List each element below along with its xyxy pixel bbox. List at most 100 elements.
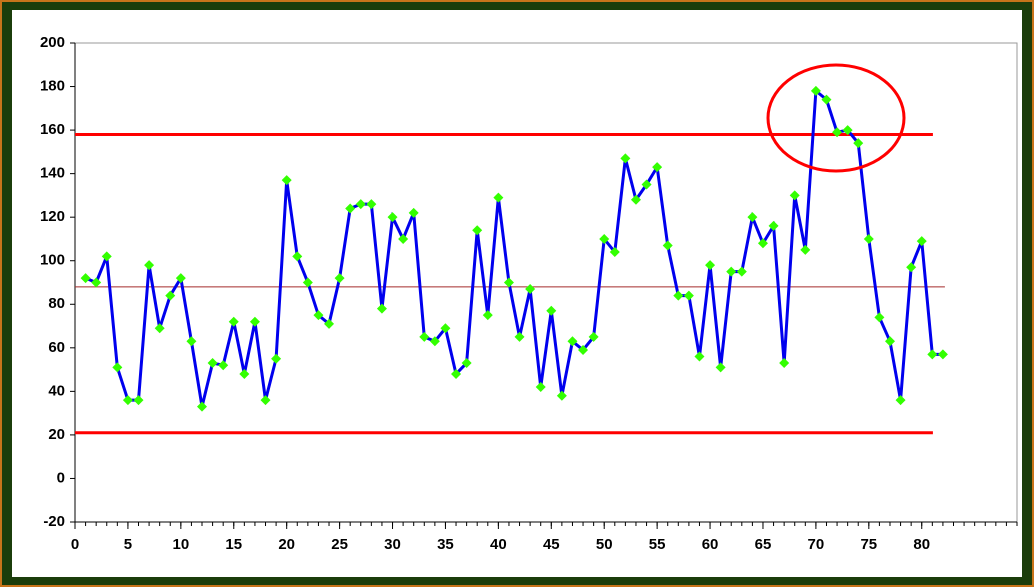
marker xyxy=(408,207,419,218)
marker xyxy=(578,344,589,355)
marker xyxy=(726,266,737,277)
y-tick-label: 0 xyxy=(57,469,65,486)
x-tick-label: 45 xyxy=(543,536,560,553)
marker xyxy=(503,277,514,288)
marker xyxy=(345,203,356,214)
marker xyxy=(313,310,324,321)
marker xyxy=(239,368,250,379)
x-tick-label: 60 xyxy=(702,536,719,553)
marker xyxy=(218,360,229,371)
y-tick-label: -20 xyxy=(43,513,65,530)
x-tick-label: 80 xyxy=(913,536,930,553)
marker xyxy=(186,336,197,347)
marker xyxy=(281,175,292,186)
marker xyxy=(937,349,948,360)
marker xyxy=(144,260,155,271)
marker xyxy=(662,240,673,251)
marker xyxy=(366,199,377,210)
marker xyxy=(334,273,345,284)
x-tick-label: 10 xyxy=(172,536,189,553)
marker xyxy=(863,233,874,244)
marker xyxy=(154,323,165,334)
marker xyxy=(271,353,282,364)
marker xyxy=(324,318,335,329)
x-tick-label: 20 xyxy=(278,536,295,553)
marker xyxy=(652,162,663,173)
marker xyxy=(451,368,462,379)
marker xyxy=(175,273,186,284)
marker xyxy=(535,382,546,393)
marker xyxy=(810,85,821,96)
marker xyxy=(355,199,366,210)
marker xyxy=(683,290,694,301)
marker xyxy=(112,362,123,373)
y-tick-label: 140 xyxy=(40,165,65,182)
marker xyxy=(779,358,790,369)
marker xyxy=(895,395,906,406)
marker xyxy=(705,260,716,271)
marker xyxy=(620,153,631,164)
marker xyxy=(853,138,864,149)
marker xyxy=(916,236,927,247)
marker xyxy=(101,251,112,262)
marker xyxy=(387,212,398,223)
x-tick-label: 40 xyxy=(490,536,507,553)
y-tick-label: 160 xyxy=(40,121,65,138)
y-tick-label: 60 xyxy=(48,339,65,356)
x-tick-label: 25 xyxy=(331,536,348,553)
x-tick-label: 70 xyxy=(808,536,825,553)
marker xyxy=(599,233,610,244)
marker xyxy=(556,390,567,401)
x-tick-label: 5 xyxy=(124,536,132,553)
x-tick-label: 35 xyxy=(437,536,454,553)
marker xyxy=(197,401,208,412)
marker xyxy=(715,362,726,373)
marker xyxy=(694,351,705,362)
marker xyxy=(207,358,218,369)
marker xyxy=(906,262,917,273)
marker xyxy=(493,192,504,203)
marker xyxy=(736,266,747,277)
marker xyxy=(514,331,525,342)
marker xyxy=(165,290,176,301)
marker xyxy=(228,316,239,327)
y-tick-label: 80 xyxy=(48,295,65,312)
marker xyxy=(122,395,133,406)
marker xyxy=(567,336,578,347)
marker xyxy=(472,225,483,236)
x-tick-label: 50 xyxy=(596,536,613,553)
marker xyxy=(588,331,599,342)
marker xyxy=(630,194,641,205)
marker xyxy=(133,395,144,406)
marker xyxy=(768,220,779,231)
marker xyxy=(641,179,652,190)
marker xyxy=(376,303,387,314)
marker xyxy=(821,94,832,105)
marker xyxy=(874,312,885,323)
marker xyxy=(482,310,493,321)
y-tick-label: 120 xyxy=(40,208,65,225)
marker xyxy=(927,349,938,360)
marker xyxy=(673,290,684,301)
marker xyxy=(757,238,768,249)
highlight-ellipse xyxy=(766,63,906,173)
marker xyxy=(80,273,91,284)
x-tick-label: 75 xyxy=(860,536,877,553)
marker xyxy=(419,331,430,342)
marker xyxy=(292,251,303,262)
panel xyxy=(12,10,1022,577)
marker xyxy=(609,247,620,258)
marker xyxy=(249,316,260,327)
marker xyxy=(842,125,853,136)
x-tick-label: 15 xyxy=(225,536,242,553)
marker xyxy=(461,358,472,369)
marker xyxy=(747,212,758,223)
x-tick-label: 0 xyxy=(71,536,79,553)
marker xyxy=(302,277,313,288)
marker xyxy=(546,305,557,316)
marker xyxy=(91,277,102,288)
marker xyxy=(884,336,895,347)
y-tick-label: 20 xyxy=(48,426,65,443)
marker xyxy=(800,244,811,255)
marker xyxy=(398,233,409,244)
